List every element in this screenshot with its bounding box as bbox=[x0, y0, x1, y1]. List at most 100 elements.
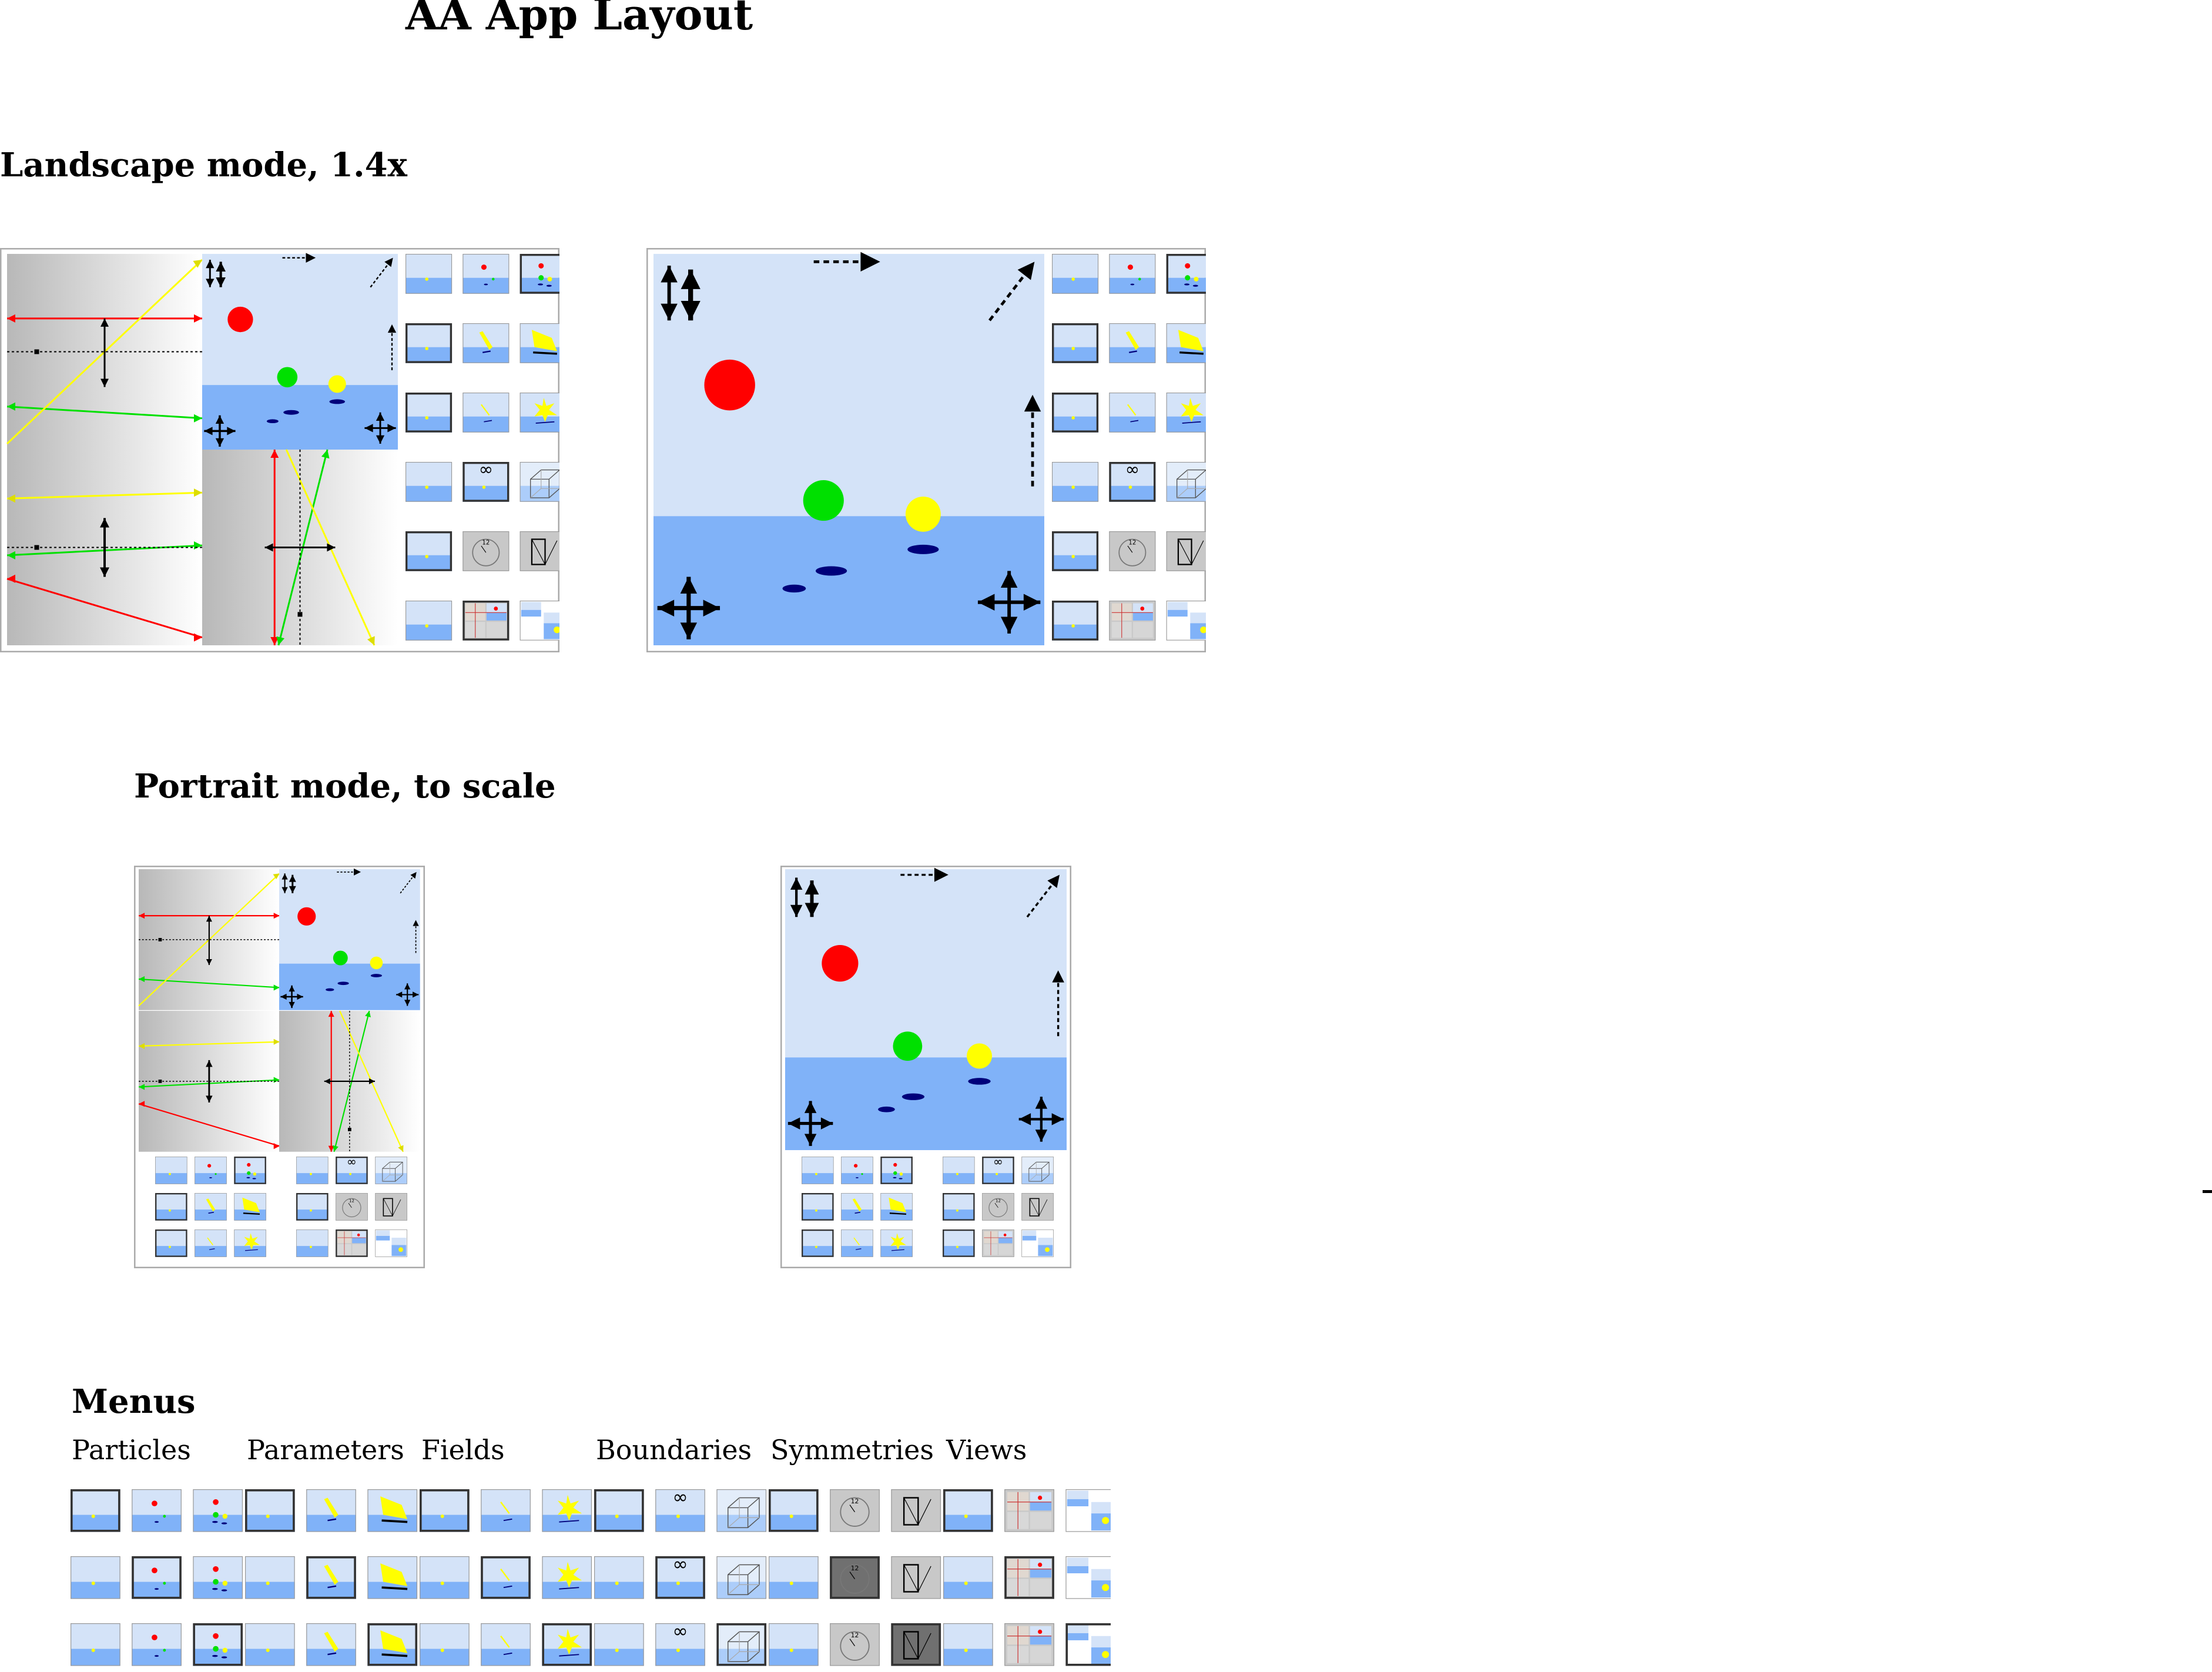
scene-icon[interactable] bbox=[1052, 254, 1099, 294]
scene-icon[interactable] bbox=[71, 1489, 120, 1532]
multi-particle-icon[interactable] bbox=[193, 1556, 243, 1599]
mass-icon[interactable] bbox=[367, 1489, 418, 1532]
reflect-icon[interactable] bbox=[1021, 1193, 1054, 1221]
clock-icon[interactable]: 12 bbox=[830, 1623, 880, 1666]
views-split-icon[interactable] bbox=[1065, 1556, 1111, 1599]
top-left-view[interactable] bbox=[6, 254, 203, 450]
views-split-icon[interactable] bbox=[1021, 1229, 1054, 1257]
scene-icon[interactable] bbox=[943, 1157, 975, 1184]
clock-icon[interactable]: 12 bbox=[982, 1193, 1014, 1221]
scene-icon[interactable] bbox=[155, 1193, 187, 1221]
views-grid-icon[interactable] bbox=[1004, 1623, 1054, 1666]
scene-icon[interactable] bbox=[1052, 323, 1099, 363]
single-particle-icon[interactable] bbox=[132, 1623, 182, 1666]
scene-icon[interactable] bbox=[296, 1157, 329, 1184]
views-grid-icon[interactable] bbox=[336, 1229, 368, 1257]
multi-particle-icon[interactable] bbox=[520, 254, 559, 294]
infinity-icon[interactable]: ∞ bbox=[336, 1155, 368, 1184]
scene-icon[interactable] bbox=[155, 1229, 187, 1257]
speed-icon[interactable] bbox=[1109, 323, 1156, 363]
views-single-icon[interactable] bbox=[943, 1229, 975, 1257]
cube-icon[interactable] bbox=[375, 1157, 407, 1184]
mass-icon[interactable] bbox=[1166, 323, 1206, 363]
scene-icon[interactable] bbox=[594, 1556, 644, 1599]
scene-icon[interactable] bbox=[594, 1489, 644, 1532]
scene-view[interactable] bbox=[202, 253, 398, 450]
scene-icon[interactable] bbox=[405, 531, 453, 571]
field-strong-icon[interactable] bbox=[520, 393, 559, 433]
speed-icon[interactable] bbox=[462, 323, 510, 363]
views-grid-icon[interactable] bbox=[462, 601, 510, 641]
single-particle-icon[interactable] bbox=[195, 1157, 227, 1184]
cube-icon[interactable] bbox=[716, 1623, 767, 1666]
scene-icon[interactable] bbox=[71, 1556, 120, 1599]
bottom-left-view[interactable] bbox=[138, 1011, 280, 1152]
field-strong-icon[interactable] bbox=[1166, 393, 1206, 433]
single-particle-icon[interactable] bbox=[1109, 254, 1156, 294]
scene-icon[interactable] bbox=[405, 323, 453, 363]
views-single-icon[interactable] bbox=[943, 1623, 993, 1666]
infinity-icon[interactable]: ∞ bbox=[1109, 460, 1156, 502]
views-grid-icon[interactable] bbox=[1109, 601, 1156, 641]
scene-icon[interactable] bbox=[405, 462, 453, 502]
scene-icon[interactable] bbox=[769, 1556, 819, 1599]
scene-view[interactable] bbox=[785, 867, 1067, 1150]
field-strong-icon[interactable] bbox=[542, 1556, 592, 1599]
multi-particle-icon[interactable] bbox=[1166, 254, 1206, 294]
scene-icon[interactable] bbox=[405, 254, 453, 294]
views-grid-icon[interactable] bbox=[1004, 1556, 1054, 1599]
scene-icon[interactable] bbox=[420, 1489, 470, 1532]
single-particle-icon[interactable] bbox=[462, 254, 510, 294]
views-split-icon[interactable] bbox=[1065, 1623, 1111, 1666]
infinity-icon[interactable]: ∞ bbox=[655, 1621, 705, 1666]
single-particle-icon[interactable] bbox=[841, 1157, 873, 1184]
field-strong-icon[interactable] bbox=[542, 1623, 592, 1666]
clock-icon[interactable]: 12 bbox=[830, 1489, 880, 1532]
cube-icon[interactable] bbox=[716, 1489, 767, 1532]
views-split-icon[interactable] bbox=[375, 1229, 407, 1257]
infinity-icon[interactable]: ∞ bbox=[982, 1155, 1014, 1184]
scene-icon[interactable] bbox=[769, 1623, 819, 1666]
infinity-icon[interactable]: ∞ bbox=[655, 1554, 705, 1599]
scene-icon[interactable] bbox=[155, 1157, 187, 1184]
scene-icon[interactable] bbox=[245, 1623, 295, 1666]
field-icon[interactable] bbox=[481, 1489, 531, 1532]
speed-icon[interactable] bbox=[841, 1193, 873, 1221]
speed-icon[interactable] bbox=[306, 1556, 356, 1599]
reflect-icon[interactable] bbox=[891, 1489, 941, 1532]
cube-icon[interactable] bbox=[1021, 1157, 1054, 1184]
views-grid-icon[interactable] bbox=[1004, 1489, 1054, 1532]
mass-icon[interactable] bbox=[880, 1193, 913, 1221]
speed-icon[interactable] bbox=[306, 1623, 356, 1666]
cube-icon[interactable] bbox=[520, 462, 559, 502]
scene-view[interactable] bbox=[653, 252, 1044, 645]
scene-icon[interactable] bbox=[71, 1623, 120, 1666]
multi-particle-icon[interactable] bbox=[234, 1157, 266, 1184]
bottom-left-view[interactable] bbox=[6, 450, 203, 645]
views-split-icon[interactable] bbox=[1166, 601, 1206, 641]
field-strong-icon[interactable] bbox=[542, 1489, 592, 1532]
reflect-icon[interactable] bbox=[891, 1623, 941, 1666]
scene-icon[interactable] bbox=[802, 1193, 834, 1221]
mass-icon[interactable] bbox=[367, 1556, 418, 1599]
field-strong-icon[interactable] bbox=[880, 1229, 913, 1257]
views-grid-icon[interactable] bbox=[982, 1229, 1014, 1257]
scene-icon[interactable] bbox=[802, 1229, 834, 1257]
clock-icon[interactable]: 12 bbox=[830, 1556, 880, 1599]
views-split-icon[interactable] bbox=[1065, 1489, 1111, 1532]
clock-icon[interactable]: 12 bbox=[336, 1193, 368, 1221]
scene-icon[interactable] bbox=[405, 393, 453, 433]
scene-icon[interactable] bbox=[420, 1623, 470, 1666]
clock-icon[interactable]: 12 bbox=[462, 531, 510, 571]
field-icon[interactable] bbox=[481, 1556, 531, 1599]
cube-icon[interactable] bbox=[716, 1556, 767, 1599]
field-strong-icon[interactable] bbox=[234, 1229, 266, 1257]
single-particle-icon[interactable] bbox=[132, 1489, 182, 1532]
field-icon[interactable] bbox=[481, 1623, 531, 1666]
mass-icon[interactable] bbox=[520, 323, 559, 363]
scene-icon[interactable] bbox=[943, 1193, 975, 1221]
infinity-icon[interactable]: ∞ bbox=[655, 1487, 705, 1532]
mass-icon[interactable] bbox=[367, 1623, 418, 1666]
reflect-icon[interactable] bbox=[375, 1193, 407, 1221]
scene-icon[interactable] bbox=[245, 1489, 295, 1532]
